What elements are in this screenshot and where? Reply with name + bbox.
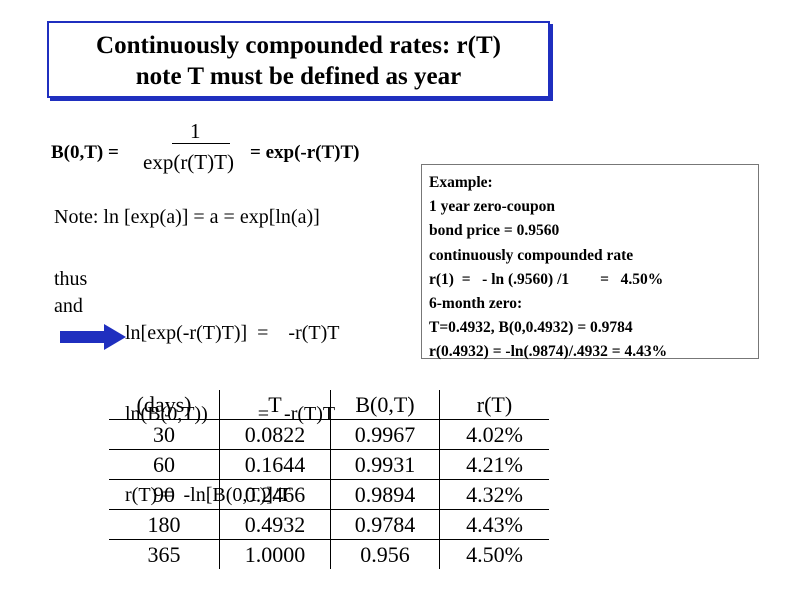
label-and: and	[54, 295, 83, 317]
right-arrow-icon	[60, 324, 126, 355]
example-line-4: continuously compounded rate	[429, 246, 634, 264]
example-line-2: 1 year zero-coupon	[429, 198, 555, 216]
formula-lhs: B(0,T) =	[51, 142, 119, 163]
note-identity: Note: ln [exp(a)] = a = exp[ln(a)]	[54, 206, 320, 228]
derivation-line-1: ln[exp(-r(T)T)] = -r(T)T	[125, 322, 340, 344]
header-t: T	[219, 390, 331, 420]
example-line-3: bond price = 0.9560	[429, 222, 560, 240]
cell-rate: 4.50%	[439, 539, 549, 569]
header-days: (days)	[109, 390, 220, 420]
formula-denominator: exp(r(T)T)	[143, 150, 234, 174]
cell-bond-price: 0.9784	[330, 509, 440, 540]
cell-t: 0.1644	[219, 449, 331, 480]
formula-numerator: 1	[190, 119, 201, 143]
cell-days: 90	[109, 479, 220, 510]
example-line-6: 6-month zero:	[429, 295, 523, 313]
formula-rhs: = exp(-r(T)T)	[250, 142, 360, 163]
example-line-5: r(1) = - ln (.9560) /1 = 4.50%	[429, 270, 664, 288]
title-box: Continuously compounded rates: r(T) note…	[47, 21, 550, 98]
cell-days: 365	[109, 539, 220, 569]
cell-bond-price: 0.9894	[330, 479, 440, 510]
rates-table: (days) T B(0,T) r(T) 30 0.0822 0.9967 4.…	[109, 390, 549, 569]
table-row: 60 0.1644 0.9931 4.21%	[109, 449, 549, 480]
cell-days: 30	[109, 419, 220, 450]
fraction-bar	[172, 143, 230, 144]
cell-days: 180	[109, 509, 220, 540]
example-line-7: T=0.4932, B(0,0.4932) = 0.9784	[429, 319, 633, 337]
example-line-8: r(0.4932) = -ln(.9874)/.4932 = 4.43%	[429, 343, 668, 361]
cell-t: 1.0000	[219, 539, 331, 569]
title-line-1: Continuously compounded rates: r(T)	[96, 32, 501, 59]
cell-t: 0.0822	[219, 419, 331, 450]
cell-rate: 4.32%	[439, 479, 549, 510]
cell-rate: 4.21%	[439, 449, 549, 480]
cell-rate: 4.02%	[439, 419, 549, 450]
label-thus: thus	[54, 268, 88, 290]
table-row: 30 0.0822 0.9967 4.02%	[109, 419, 549, 450]
title-line-2: note T must be defined as year	[135, 63, 462, 90]
cell-bond-price: 0.9931	[330, 449, 440, 480]
cell-rate: 4.43%	[439, 509, 549, 540]
cell-t: 0.2466	[219, 479, 331, 510]
cell-t: 0.4932	[219, 509, 331, 540]
table-row: 90 0.2466 0.9894 4.32%	[109, 479, 549, 510]
header-rate: r(T)	[439, 390, 549, 420]
derivation-labels: thus and	[54, 266, 87, 320]
example-box: Example: 1 year zero-coupon bond price =…	[421, 164, 759, 360]
header-bond-price: B(0,T)	[330, 390, 440, 420]
table-row: 365 1.0000 0.956 4.50%	[109, 539, 549, 569]
example-line-1: Example:	[429, 174, 493, 191]
cell-bond-price: 0.956	[330, 539, 440, 569]
table-row: 180 0.4932 0.9784 4.43%	[109, 509, 549, 540]
table-header-row: (days) T B(0,T) r(T)	[109, 390, 549, 420]
cell-bond-price: 0.9967	[330, 419, 440, 450]
cell-days: 60	[109, 449, 220, 480]
